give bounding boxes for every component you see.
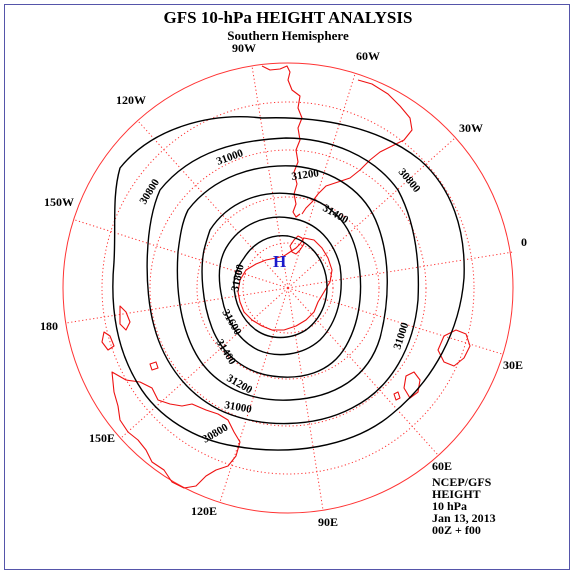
label-31000-south: 31000	[223, 399, 253, 416]
contour-31200	[176, 165, 388, 401]
info-source: NCEP/GFS	[432, 475, 492, 489]
longitude-labels: 90W 60W 30W 0 30E 60E 90E 120E 150E 180 …	[40, 41, 527, 529]
map-subtitle: Southern Hemisphere	[227, 28, 349, 43]
contour-31400	[201, 192, 362, 378]
height-contours	[112, 116, 465, 451]
label-31000-north: 31000	[215, 147, 245, 168]
lon-label-90w: 90W	[232, 41, 256, 55]
lon-label-30e: 30E	[503, 358, 523, 372]
info-level: 10 hPa	[432, 499, 467, 513]
lon-label-30w: 30W	[459, 121, 483, 135]
coast-africa	[437, 329, 471, 367]
info-date: Jan 13, 2013	[432, 511, 496, 525]
meridian-0	[287, 251, 514, 289]
lon-label-90e: 90E	[318, 515, 338, 529]
lon-label-180: 180	[40, 319, 58, 333]
meridian-180	[65, 287, 289, 324]
info-field: HEIGHT	[432, 487, 481, 501]
label-31000-east: 31000	[391, 321, 411, 351]
latitude-circles	[101, 101, 475, 475]
high-pressure-marker: H	[273, 252, 286, 271]
lon-label-0: 0	[521, 235, 527, 249]
page-border	[4, 4, 570, 570]
contour-30800	[112, 116, 465, 451]
lon-label-120w: 120W	[116, 93, 146, 107]
meridian-90e	[287, 287, 324, 511]
lat-circle-50s	[101, 101, 475, 475]
coast-australia	[111, 371, 241, 489]
meridian-120w	[137, 120, 289, 289]
label-31200-south: 31200	[225, 372, 255, 396]
label-31400-south: 31400	[213, 337, 238, 367]
meridian-60e	[287, 287, 439, 456]
meridian-30e	[287, 287, 503, 355]
meridian-150w	[74, 219, 289, 289]
coast-south-america-east	[301, 79, 413, 215]
lon-label-150w: 150W	[44, 195, 74, 209]
meridian-90w	[251, 65, 289, 289]
label-31400-north: 31400	[321, 202, 351, 226]
info-time: 00Z + f00	[432, 523, 481, 537]
meridian-120e	[219, 287, 289, 503]
coast-new-zealand	[101, 305, 131, 351]
lon-label-150e: 150E	[89, 431, 115, 445]
lat-circle-80s	[242, 242, 334, 334]
contour-31600	[218, 216, 342, 356]
map-boundary-circle	[62, 62, 514, 514]
lon-label-60e: 60E	[432, 459, 452, 473]
coast-islands	[149, 361, 401, 401]
info-block: NCEP/GFS HEIGHT 10 hPa Jan 13, 2013 00Z …	[432, 475, 496, 537]
meridian-150e	[120, 287, 289, 439]
lat-circle-70s	[196, 196, 380, 380]
meridian-30w	[287, 137, 456, 289]
contour-31000	[146, 137, 420, 425]
coast-south-america	[261, 65, 303, 218]
lat-circle-60s	[149, 149, 427, 427]
meridians	[65, 65, 514, 511]
coast-madagascar	[403, 371, 421, 399]
label-31800: 31800	[229, 263, 247, 293]
meridian-60w	[287, 73, 356, 289]
map-title: GFS 10-hPa HEIGHT ANALYSIS	[164, 8, 413, 27]
contour-31800	[233, 235, 328, 339]
coast-antarctica	[237, 237, 333, 331]
lon-label-120e: 120E	[191, 504, 217, 518]
lon-label-60w: 60W	[356, 49, 380, 63]
label-31200-north: 31200	[291, 167, 320, 183]
label-30800-east: 30800	[396, 166, 423, 195]
